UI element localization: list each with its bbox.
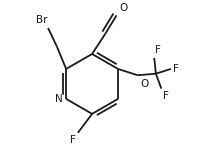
Text: Br: Br	[36, 15, 47, 25]
Text: F: F	[173, 64, 178, 74]
Text: O: O	[140, 79, 148, 89]
Text: F: F	[155, 45, 161, 55]
Text: F: F	[163, 91, 168, 100]
Text: F: F	[70, 135, 76, 145]
Text: O: O	[119, 3, 127, 13]
Text: N: N	[55, 94, 63, 104]
